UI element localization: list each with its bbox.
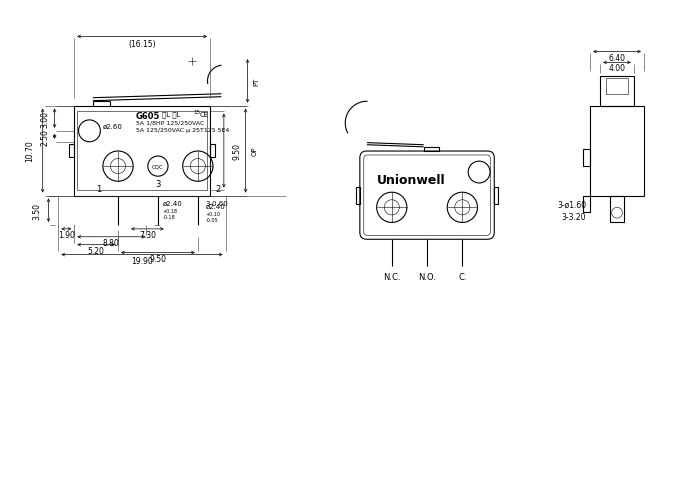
- Bar: [74, 107, 210, 196]
- Text: 3-ø1.60: 3-ø1.60: [557, 200, 586, 209]
- Text: CE: CE: [200, 111, 209, 117]
- Text: 3.00: 3.00: [40, 110, 49, 128]
- Text: -0.18: -0.18: [163, 214, 175, 219]
- Text: 6.40: 6.40: [608, 54, 626, 63]
- Text: 5A 125/250VAC μ 25T125 5E4: 5A 125/250VAC μ 25T125 5E4: [136, 128, 229, 133]
- Text: OP: OP: [252, 146, 258, 156]
- Text: 3-0.60: 3-0.60: [206, 201, 229, 207]
- Text: 19.90: 19.90: [131, 256, 153, 265]
- Text: ø2.40: ø2.40: [206, 204, 225, 210]
- Text: 1: 1: [96, 185, 101, 194]
- Text: G605: G605: [136, 111, 161, 120]
- Bar: [590, 107, 644, 196]
- Text: +0.10: +0.10: [206, 211, 221, 216]
- Bar: [600, 77, 634, 107]
- Text: +0.18: +0.18: [163, 208, 178, 213]
- Text: PT: PT: [254, 78, 259, 86]
- Text: 3-3.20: 3-3.20: [562, 213, 586, 222]
- Text: CQC: CQC: [152, 164, 164, 169]
- Bar: [584, 150, 590, 167]
- Text: (16.15): (16.15): [128, 40, 156, 49]
- Text: N.C.: N.C.: [383, 273, 401, 281]
- Text: 8.80: 8.80: [103, 239, 120, 248]
- Bar: [584, 196, 590, 213]
- Bar: [210, 145, 215, 157]
- Text: 9.50: 9.50: [232, 143, 241, 160]
- Text: 3.50: 3.50: [32, 202, 41, 219]
- Text: 1.90: 1.90: [58, 231, 75, 240]
- Text: -0.05: -0.05: [206, 217, 218, 222]
- Text: 2: 2: [215, 185, 220, 194]
- Text: 5.20: 5.20: [88, 247, 105, 255]
- Bar: [606, 79, 628, 95]
- Text: 10.70: 10.70: [26, 140, 35, 162]
- Text: ø2.60: ø2.60: [103, 123, 122, 130]
- Text: N.O.: N.O.: [418, 273, 436, 281]
- Bar: [69, 145, 74, 157]
- Bar: [78, 111, 207, 191]
- Text: 15: 15: [193, 109, 200, 114]
- Text: 3: 3: [155, 180, 161, 189]
- Text: 9.50: 9.50: [150, 254, 166, 264]
- Text: Unionwell: Unionwell: [376, 173, 445, 186]
- Text: 4.00: 4.00: [608, 64, 626, 72]
- Bar: [611, 196, 624, 223]
- Bar: [494, 187, 498, 204]
- Text: C.: C.: [458, 273, 466, 281]
- Text: 2.50: 2.50: [40, 129, 49, 145]
- Text: 5A 1/8HP 125/250VAC: 5A 1/8HP 125/250VAC: [136, 120, 204, 125]
- Bar: [356, 187, 360, 204]
- Text: ø2.40: ø2.40: [163, 200, 183, 206]
- Text: 7.30: 7.30: [139, 231, 156, 240]
- Bar: [423, 147, 439, 152]
- Text: ⓄL ⓄL: ⓄL ⓄL: [161, 111, 180, 118]
